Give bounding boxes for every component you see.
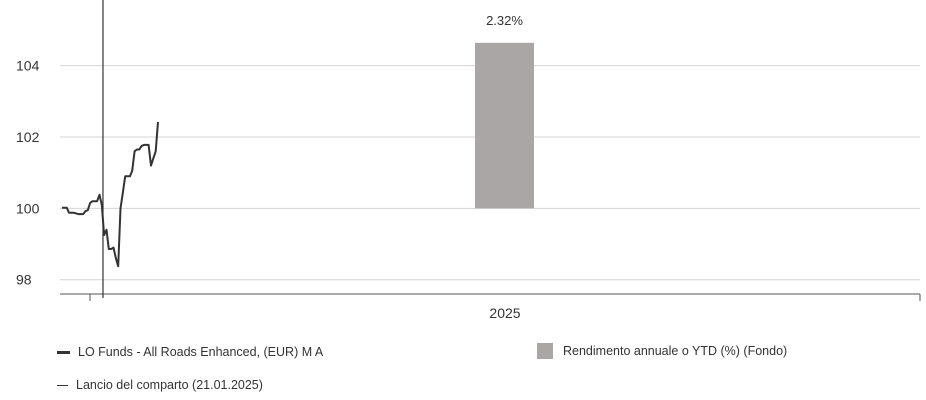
legend-launch-label: Lancio del comparto (21.01.2025) bbox=[76, 378, 263, 392]
y-tick-label: 100 bbox=[16, 200, 40, 216]
legend-fund-swatch bbox=[57, 350, 70, 354]
lines bbox=[62, 121, 159, 268]
x-axis: 2025 bbox=[60, 293, 921, 321]
legend-yearly-swatch bbox=[537, 343, 553, 359]
y-tick-label: 104 bbox=[16, 58, 40, 74]
bar-data-label: 2.32% bbox=[486, 13, 523, 28]
y-tick-label: 98 bbox=[16, 272, 32, 288]
legend-fund: LO Funds - All Roads Enhanced, (EUR) M A bbox=[57, 345, 323, 359]
line-fund-performance bbox=[62, 121, 159, 268]
x-tick-label: 2025 bbox=[489, 305, 520, 321]
legend-launch: Lancio del comparto (21.01.2025) bbox=[57, 378, 263, 392]
legend-fund-label: LO Funds - All Roads Enhanced, (EUR) M A bbox=[78, 345, 324, 359]
y-tick-label: 102 bbox=[16, 129, 40, 145]
bars: 2.32% bbox=[475, 13, 534, 209]
legend-yearly-label: Rendimento annuale o YTD (%) (Fondo) bbox=[563, 344, 788, 358]
bar-2025 bbox=[475, 42, 534, 209]
y-axis-ticks: 98 100 102 104 bbox=[16, 58, 40, 288]
legend-launch-swatch bbox=[57, 384, 68, 386]
performance-chart: 98 100 102 104 2.32% 2025 bbox=[16, 0, 921, 321]
legend-yearly-return: Rendimento annuale o YTD (%) (Fondo) bbox=[537, 343, 787, 359]
